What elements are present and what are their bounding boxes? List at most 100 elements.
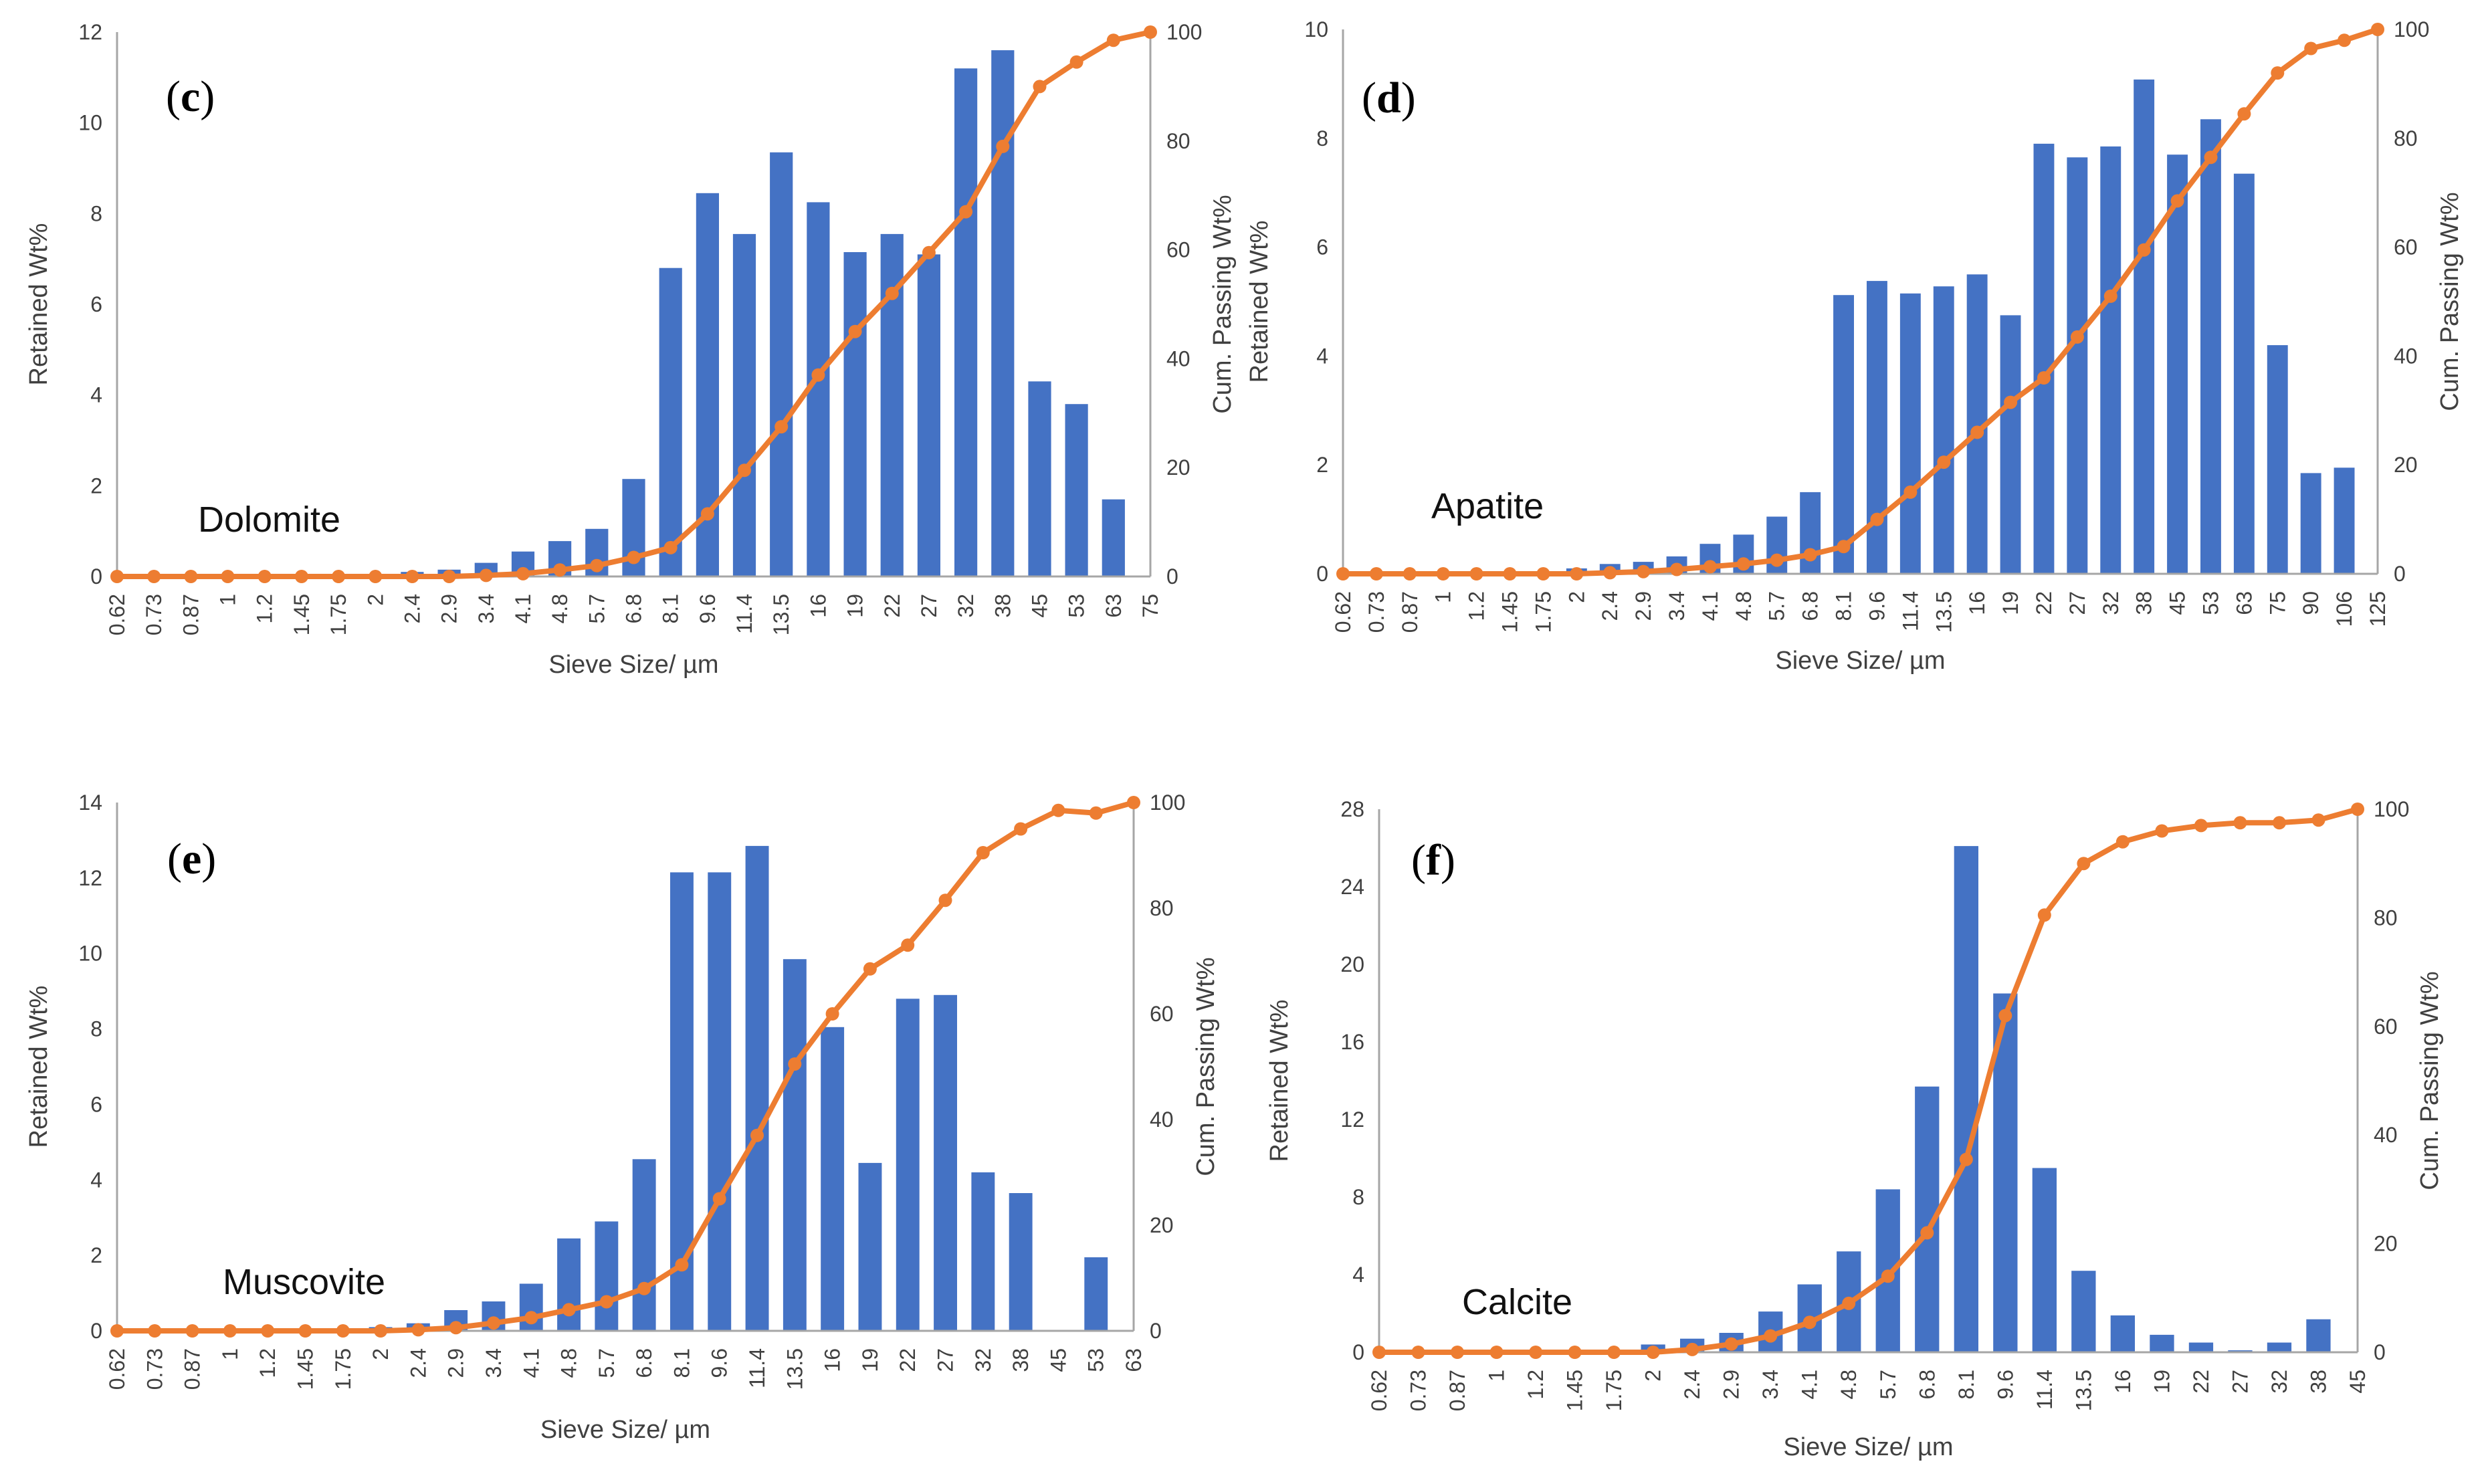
bar-11.4 xyxy=(2032,1168,2057,1352)
mineral-annotation: Muscovite xyxy=(223,1262,385,1302)
cum-passing-point-19 xyxy=(863,962,877,976)
x-tick-label: 2 xyxy=(1564,591,1588,603)
y-tick-label: 8 xyxy=(90,1017,102,1041)
x-tick-label: 45 xyxy=(1027,594,1051,618)
x-tick-label: 45 xyxy=(1046,1348,1070,1372)
chart-panel-e: 0 2 4 6 8 10 12 14 0 20 40 60 80 100 0.62 0.73 0.87 1 1.2 1… xyxy=(25,790,1220,1444)
cum-passing-point-19 xyxy=(2004,395,2018,409)
cum-passing-point-1.45 xyxy=(1568,1346,1582,1359)
x-tick-label: 13.5 xyxy=(783,1348,807,1390)
cum-passing-point-1.2 xyxy=(257,570,272,583)
x-tick-label: 19 xyxy=(843,594,867,618)
cum-passing-point-1.75 xyxy=(1536,567,1550,580)
cum-passing-point-27 xyxy=(922,245,936,259)
x-tick-label: 8.1 xyxy=(659,594,683,623)
cum-passing-point-4.8 xyxy=(553,563,567,577)
bar-19 xyxy=(843,252,867,576)
bar-11.4 xyxy=(745,845,769,1331)
cum-passing-point-27 xyxy=(2070,330,2084,344)
x-tick-label: 2.4 xyxy=(1598,591,1622,621)
bar-19 xyxy=(2150,1334,2174,1352)
cum-passing-point-1 xyxy=(221,570,235,583)
x-tick-label: 13.5 xyxy=(2071,1370,2095,1411)
x-tick-label: 1.45 xyxy=(1498,591,1522,633)
cum-passing-point-27 xyxy=(2233,816,2247,830)
x-tick-label: 1.75 xyxy=(1531,591,1555,633)
cum-passing-point-32 xyxy=(2103,289,2117,303)
bar-63 xyxy=(2233,173,2255,574)
bar-27 xyxy=(917,254,940,576)
cum-passing-point-5.7 xyxy=(1881,1269,1895,1283)
y-tick-label: 12 xyxy=(78,866,102,890)
bar-90 xyxy=(2300,473,2321,574)
cum-passing-point-53 xyxy=(2204,150,2218,165)
bar-63 xyxy=(1102,499,1125,576)
bar-106 xyxy=(2334,467,2355,574)
x-tick-label: 4.1 xyxy=(1798,1370,1822,1399)
cum-passing-point-1.2 xyxy=(1529,1346,1543,1359)
y-tick-label: 8 xyxy=(1352,1185,1364,1209)
x-tick-label: 27 xyxy=(2228,1370,2252,1394)
y2-tick-label: 100 xyxy=(2374,797,2409,821)
cum-passing-point-2 xyxy=(1570,567,1584,580)
x-tick-label: 1.45 xyxy=(1563,1370,1587,1411)
cum-passing-point-6.8 xyxy=(1920,1226,1934,1240)
x-tick-label: 1 xyxy=(1431,591,1455,603)
cum-passing-point-0.87 xyxy=(1451,1346,1464,1359)
y2-tick-label: 0 xyxy=(1150,1319,1162,1343)
cum-passing-point-53 xyxy=(1089,806,1103,820)
x-tick-label: 22 xyxy=(2032,591,2056,615)
y-tick-label: 10 xyxy=(78,942,102,966)
panel-label: (f) xyxy=(1411,836,1455,885)
cum-passing-point-2.9 xyxy=(442,570,456,583)
cum-passing-point-45 xyxy=(2351,803,2364,816)
y-tick-label: 14 xyxy=(78,790,102,815)
x-tick-label: 32 xyxy=(954,594,978,618)
cum-passing-point-19 xyxy=(2155,824,2169,838)
cum-passing-point-6.8 xyxy=(1803,548,1817,562)
cum-passing-point-22 xyxy=(901,938,915,952)
y-tick-label: 2 xyxy=(90,473,102,498)
cum-passing-point-0.73 xyxy=(1369,567,1383,580)
cum-passing-point-75 xyxy=(2271,66,2285,80)
x-tick-label: 19 xyxy=(858,1348,882,1372)
cum-passing-point-0.87 xyxy=(184,570,198,583)
y-axis-title: Retained Wt% xyxy=(1245,221,1273,383)
x-tick-label: 0.87 xyxy=(1398,591,1422,633)
x-tick-label: 3.4 xyxy=(1665,591,1689,621)
y-tick-label: 0 xyxy=(1316,562,1328,586)
y-tick-label: 16 xyxy=(1340,1030,1364,1054)
y-tick-label: 8 xyxy=(1316,126,1328,150)
cum-passing-point-4.1 xyxy=(524,1311,538,1325)
x-tick-label: 3.4 xyxy=(482,1348,506,1378)
cum-passing-point-13.5 xyxy=(774,420,789,434)
panel-label: (e) xyxy=(167,835,216,883)
y-tick-label: 2 xyxy=(1316,453,1328,477)
y2-tick-label: 20 xyxy=(2374,1232,2398,1256)
x-tick-label: 0.73 xyxy=(1407,1370,1431,1411)
cum-passing-point-0.73 xyxy=(1411,1346,1425,1359)
cum-passing-point-2.9 xyxy=(449,1321,463,1335)
y-tick-label: 12 xyxy=(1340,1107,1364,1132)
y-tick-label: 0 xyxy=(90,564,102,589)
x-tick-label: 8.1 xyxy=(669,1348,694,1378)
y-tick-label: 24 xyxy=(1340,875,1364,899)
x-tick-label: 45 xyxy=(2346,1370,2370,1394)
cum-passing-point-2 xyxy=(369,570,383,583)
x-tick-label: 1.75 xyxy=(331,1348,355,1390)
bar-45 xyxy=(2167,154,2188,574)
bar-38 xyxy=(2134,79,2155,574)
cum-passing-point-9.6 xyxy=(712,1192,726,1206)
cum-passing-point-22 xyxy=(2194,819,2208,833)
x-tick-label: 11.4 xyxy=(2033,1370,2057,1410)
x-tick-label: 5.7 xyxy=(585,594,609,623)
bar-75 xyxy=(2267,345,2288,574)
cum-passing-point-16 xyxy=(1970,425,1984,439)
y-axis-title: Retained Wt% xyxy=(1265,1000,1293,1162)
cum-passing-point-6.8 xyxy=(627,550,641,564)
cum-passing-point-22 xyxy=(885,286,899,300)
x-tick-label: 63 xyxy=(2232,591,2256,615)
cum-passing-point-2 xyxy=(374,1324,388,1338)
cum-passing-point-16 xyxy=(825,1007,839,1021)
y-tick-label: 10 xyxy=(1304,17,1328,41)
